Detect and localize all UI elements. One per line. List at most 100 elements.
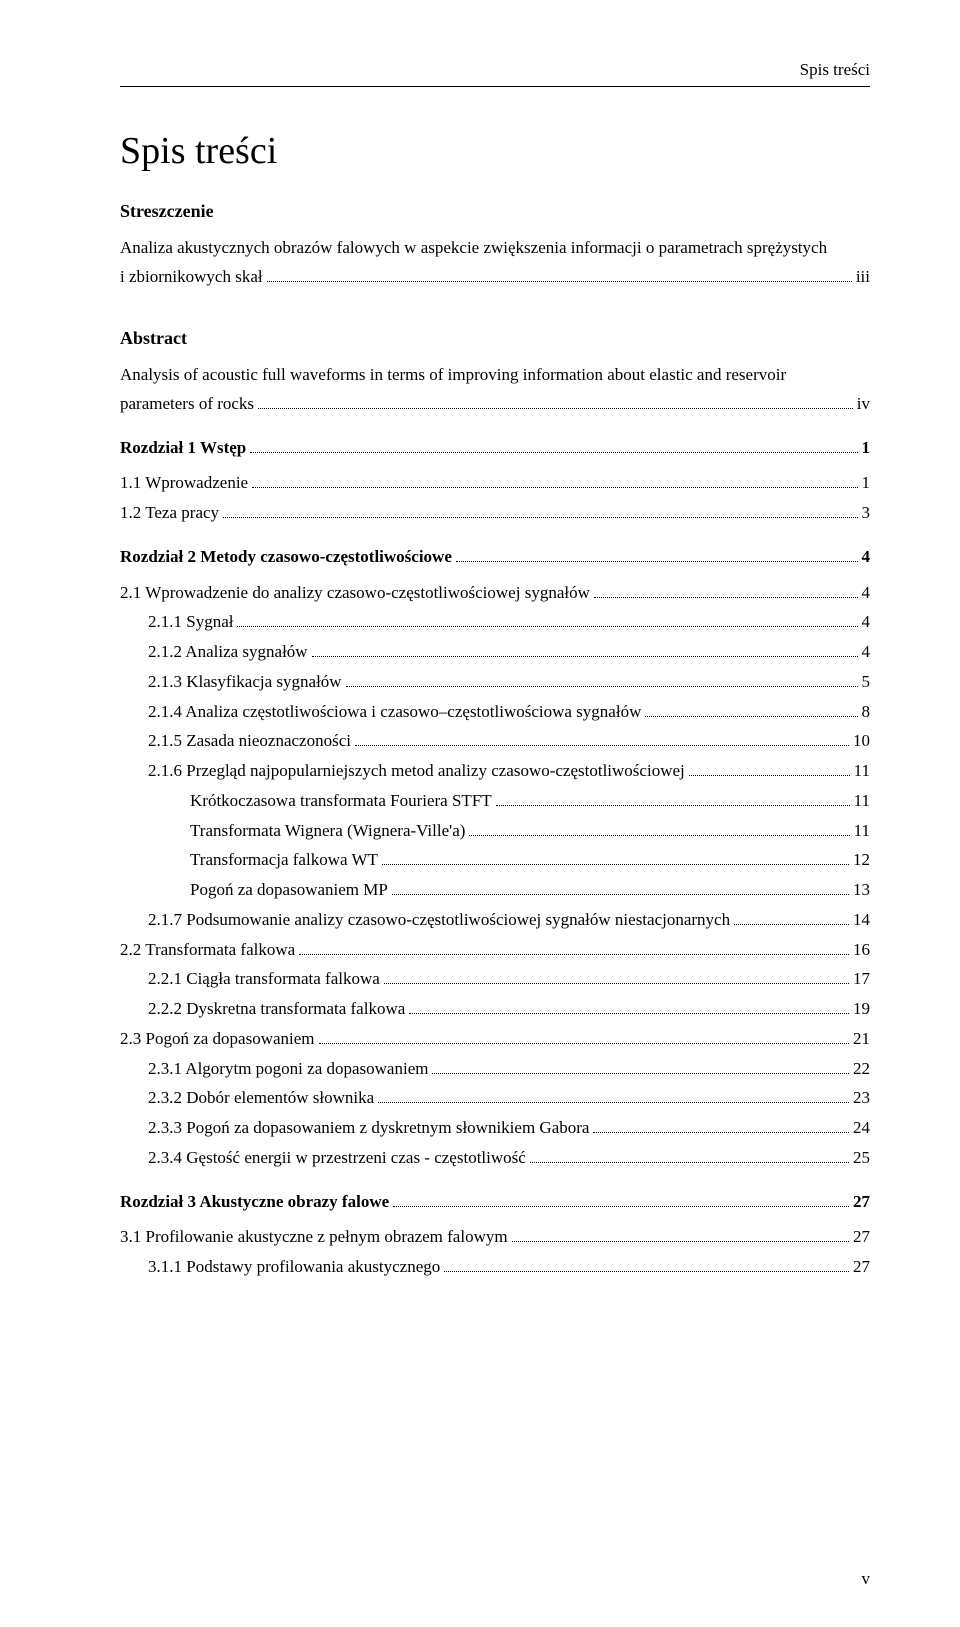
toc-entry-page: 11 bbox=[854, 756, 870, 786]
spacer bbox=[120, 419, 870, 433]
toc-entry: 2.3.1 Algorytm pogoni za dopasowaniem22 bbox=[120, 1054, 870, 1084]
toc-entry-label: Krótkoczasowa transformata Fouriera STFT bbox=[190, 786, 492, 816]
toc-entry-label: 3.1.1 Podstawy profilowania akustycznego bbox=[148, 1252, 440, 1282]
toc-leader bbox=[734, 910, 849, 925]
toc-entry: 2.3 Pogoń za dopasowaniem 21 bbox=[120, 1024, 870, 1054]
toc-entry-label: 2.1.4 Analiza częstotliwościowa i czasow… bbox=[148, 697, 641, 727]
toc-entry-label: 2.3.3 Pogoń za dopasowaniem z dyskretnym… bbox=[148, 1113, 589, 1143]
toc-leader bbox=[237, 612, 857, 627]
toc-leader bbox=[355, 731, 849, 746]
toc-entry: 2.3.4 Gęstość energii w przestrzeni czas… bbox=[120, 1143, 870, 1173]
toc-leader bbox=[319, 1029, 849, 1044]
toc-entry-page: 5 bbox=[862, 667, 871, 697]
toc-entry-page: 10 bbox=[853, 726, 870, 756]
toc-leader bbox=[409, 999, 849, 1014]
toc-leader bbox=[689, 761, 850, 776]
running-header: Spis treści bbox=[120, 60, 870, 80]
toc-entry: Rozdział 3 Akustyczne obrazy falowe27 bbox=[120, 1187, 870, 1217]
toc-entry: Transformacja falkowa WT12 bbox=[120, 845, 870, 875]
toc-leader bbox=[432, 1058, 849, 1073]
toc-entry: Rozdział 1 Wstęp 1 bbox=[120, 433, 870, 463]
toc-leader bbox=[393, 1191, 849, 1206]
toc-entry: 2.1 Wprowadzenie do analizy czasowo-częs… bbox=[120, 578, 870, 608]
toc-entry-label: 2.1.5 Zasada nieoznaczoności bbox=[148, 726, 351, 756]
toc-leader bbox=[223, 503, 857, 518]
toc-entry-page: 4 bbox=[862, 578, 871, 608]
toc-entry: i zbiornikowych skałiii bbox=[120, 262, 870, 292]
toc-entry-label: 2.2.2 Dyskretna transformata falkowa bbox=[148, 994, 405, 1024]
toc-entry-page: 1 bbox=[862, 468, 871, 498]
toc-entry-label: 1.2 Teza pracy bbox=[120, 498, 219, 528]
toc-entry-page: 3 bbox=[862, 498, 871, 528]
toc-entry-label: 2.2 Transformata falkowa bbox=[120, 935, 295, 965]
section-heading: Streszczenie bbox=[120, 201, 870, 222]
toc-entry-label: 2.1.3 Klasyfikacja sygnałów bbox=[148, 667, 342, 697]
toc-entry-page: 11 bbox=[854, 816, 870, 846]
header-rule bbox=[120, 86, 870, 87]
toc-entry: Rozdział 2 Metody czasowo-częstotliwości… bbox=[120, 542, 870, 572]
toc-entry-label: 2.1.1 Sygnał bbox=[148, 607, 233, 637]
toc-leader bbox=[384, 969, 849, 984]
toc-entry-page: 19 bbox=[853, 994, 870, 1024]
toc-entry: 1.1 Wprowadzenie 1 bbox=[120, 468, 870, 498]
spacer bbox=[120, 1173, 870, 1187]
toc-entry: Krótkoczasowa transformata Fouriera STFT… bbox=[120, 786, 870, 816]
toc-leader bbox=[645, 701, 857, 716]
toc-leader bbox=[456, 547, 858, 562]
toc-entry-page: 27 bbox=[853, 1222, 870, 1252]
toc-leader bbox=[469, 820, 849, 835]
toc-entry-label: 2.3.2 Dobór elementów słownika bbox=[148, 1083, 374, 1113]
toc-entry-page: 4 bbox=[862, 637, 871, 667]
toc-entry-label: parameters of rocks bbox=[120, 389, 254, 419]
toc-entry-page: 14 bbox=[853, 905, 870, 935]
spacer bbox=[120, 528, 870, 542]
toc-entry: 2.1.7 Podsumowanie analizy czasowo-częst… bbox=[120, 905, 870, 935]
toc-entry: Pogoń za dopasowaniem MP 13 bbox=[120, 875, 870, 905]
toc-entry-label: 3.1 Profilowanie akustyczne z pełnym obr… bbox=[120, 1222, 508, 1252]
toc-entry: 2.1.1 Sygnał4 bbox=[120, 607, 870, 637]
toc-container: StreszczenieAnaliza akustycznych obrazów… bbox=[120, 201, 870, 1282]
toc-leader bbox=[267, 267, 852, 282]
toc-leader bbox=[346, 672, 858, 687]
toc-entry-page: 17 bbox=[853, 964, 870, 994]
toc-entry: 2.1.5 Zasada nieoznaczoności 10 bbox=[120, 726, 870, 756]
toc-entry-label: Rozdział 3 Akustyczne obrazy falowe bbox=[120, 1187, 389, 1217]
toc-entry: 2.2 Transformata falkowa 16 bbox=[120, 935, 870, 965]
toc-entry-label: 2.3.1 Algorytm pogoni za dopasowaniem bbox=[148, 1054, 428, 1084]
toc-leader bbox=[530, 1148, 849, 1163]
toc-entry: 2.1.2 Analiza sygnałów4 bbox=[120, 637, 870, 667]
toc-entry-page: 21 bbox=[853, 1024, 870, 1054]
toc-entry-label: 2.3 Pogoń za dopasowaniem bbox=[120, 1024, 315, 1054]
toc-entry: Transformata Wignera (Wignera-Ville'a) 11 bbox=[120, 816, 870, 846]
toc-leader bbox=[378, 1088, 849, 1103]
paragraph-text: Analysis of acoustic full waveforms in t… bbox=[120, 361, 870, 389]
toc-leader bbox=[382, 850, 849, 865]
toc-entry-label: Rozdział 2 Metody czasowo-częstotliwości… bbox=[120, 542, 452, 572]
toc-entry: 2.1.3 Klasyfikacja sygnałów 5 bbox=[120, 667, 870, 697]
toc-entry-page: 1 bbox=[862, 433, 871, 463]
toc-leader bbox=[593, 1118, 849, 1133]
page-title: Spis treści bbox=[120, 129, 870, 173]
toc-entry: 1.2 Teza pracy 3 bbox=[120, 498, 870, 528]
toc-entry-label: Transformata Wignera (Wignera-Ville'a) bbox=[190, 816, 465, 846]
toc-leader bbox=[512, 1227, 849, 1242]
toc-entry-label: Rozdział 1 Wstęp bbox=[120, 433, 246, 463]
spacer bbox=[120, 292, 870, 306]
footer-page-number: v bbox=[862, 1569, 871, 1589]
toc-entry-label: 2.2.1 Ciągła transformata falkowa bbox=[148, 964, 380, 994]
toc-entry-page: 16 bbox=[853, 935, 870, 965]
toc-entry: 2.3.3 Pogoń za dopasowaniem z dyskretnym… bbox=[120, 1113, 870, 1143]
toc-leader bbox=[258, 394, 853, 409]
toc-leader bbox=[312, 642, 858, 657]
toc-entry: 2.2.2 Dyskretna transformata falkowa 19 bbox=[120, 994, 870, 1024]
toc-leader bbox=[496, 791, 850, 806]
toc-entry-label: 1.1 Wprowadzenie bbox=[120, 468, 248, 498]
toc-entry-page: 13 bbox=[853, 875, 870, 905]
toc-entry-page: 23 bbox=[853, 1083, 870, 1113]
toc-leader bbox=[299, 939, 849, 954]
toc-entry-page: 4 bbox=[862, 542, 871, 572]
toc-entry-label: 2.1 Wprowadzenie do analizy czasowo-częs… bbox=[120, 578, 590, 608]
toc-entry-label: Pogoń za dopasowaniem MP bbox=[190, 875, 388, 905]
page: Spis treści Spis treści StreszczenieAnal… bbox=[0, 0, 960, 1627]
toc-entry-label: 2.1.6 Przegląd najpopularniejszych metod… bbox=[148, 756, 685, 786]
